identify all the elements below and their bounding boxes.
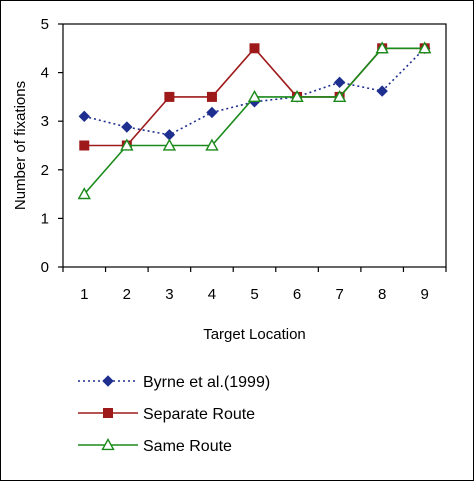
- x-tick-label: 6: [293, 286, 301, 303]
- data-point: [249, 43, 260, 54]
- y-tick-label: 2: [41, 162, 49, 179]
- x-tick-label: 9: [421, 286, 429, 303]
- data-point: [206, 106, 218, 119]
- data-point: [206, 91, 217, 102]
- data-point: [121, 121, 133, 133]
- legend-swatch-marker: [101, 438, 115, 451]
- x-axis-label: Target Location: [203, 326, 306, 343]
- x-tick-label: 7: [335, 286, 343, 303]
- legend-item: Byrne et al.(1999): [78, 374, 270, 391]
- data-point: [333, 76, 346, 89]
- data-point: [375, 41, 389, 54]
- data-point: [418, 41, 432, 54]
- series-line: [84, 47, 426, 136]
- series-layer: [77, 41, 432, 200]
- y-axis: 0 1 2 3 4 5: [41, 16, 63, 276]
- legend-label: Same Route: [143, 438, 232, 455]
- x-tick-label: 2: [123, 286, 131, 303]
- legend-label: Separate Route: [143, 406, 255, 423]
- y-tick-label: 0: [41, 259, 49, 276]
- y-tick-label: 4: [41, 65, 49, 82]
- x-tick-label: 5: [250, 286, 258, 303]
- data-point: [120, 138, 134, 151]
- plot-area: [62, 23, 447, 268]
- series-3: [77, 41, 432, 200]
- data-point: [247, 89, 262, 103]
- x-tick-label: 8: [378, 286, 386, 303]
- legend-swatch-marker: [102, 375, 114, 387]
- data-point: [205, 138, 219, 151]
- y-tick-label: 3: [41, 113, 49, 130]
- legend: Byrne et al.(1999) Separate Route Same Rou…: [78, 374, 270, 455]
- data-point: [77, 187, 91, 200]
- data-point: [78, 110, 90, 123]
- y-tick-label: 1: [41, 210, 49, 227]
- data-point: [164, 91, 175, 102]
- y-axis-label: Number of fixations: [12, 81, 29, 210]
- legend-label: Byrne et al.(1999): [143, 374, 270, 391]
- data-point: [79, 140, 90, 151]
- x-tick-label: 3: [165, 286, 173, 303]
- data-point: [376, 85, 388, 97]
- legend-item: Same Route: [78, 438, 232, 455]
- x-tick-label: 1: [80, 286, 88, 303]
- legend-swatch-marker: [103, 408, 113, 418]
- data-point: [332, 89, 347, 103]
- x-axis: 1 2 3 4 5 6 7 8 9: [62, 267, 447, 303]
- y-tick-label: 5: [41, 16, 49, 33]
- data-point: [162, 138, 177, 151]
- legend-item: Separate Route: [78, 406, 255, 423]
- data-point: [290, 89, 304, 103]
- x-tick-label: 4: [208, 286, 216, 303]
